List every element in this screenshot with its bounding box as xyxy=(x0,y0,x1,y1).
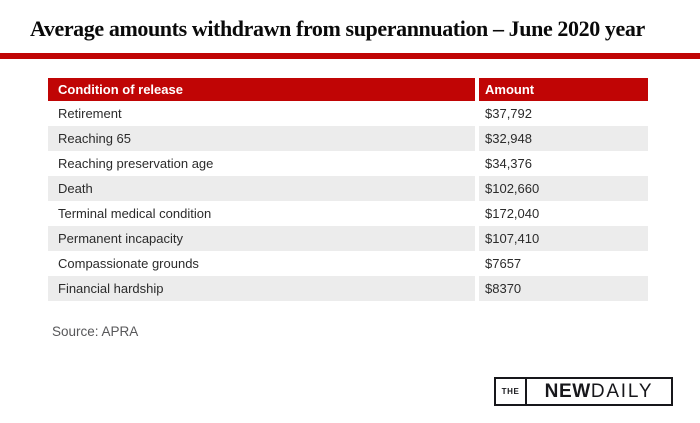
cell-condition: Compassionate grounds xyxy=(58,256,199,271)
table-row: Compassionate grounds $7657 xyxy=(48,251,648,276)
data-table: Condition of release Amount Retirement $3… xyxy=(48,78,648,301)
cell-amount: $172,040 xyxy=(485,206,540,221)
table-row: Death $102,660 xyxy=(48,176,648,201)
cell-condition: Reaching 65 xyxy=(48,126,475,151)
logo-daily: DAILY xyxy=(590,381,654,402)
cell-amount: $34,376 xyxy=(485,156,532,171)
column-header-condition: Condition of release xyxy=(48,78,475,101)
logo-the: THE xyxy=(496,379,527,404)
source-note: Source: APRA xyxy=(52,324,139,339)
cell-condition: Terminal medical condition xyxy=(58,206,212,221)
logo-new: NEW xyxy=(544,381,591,402)
table-header-row: Condition of release Amount xyxy=(48,78,648,101)
table-row: Terminal medical condition $172,040 xyxy=(48,201,648,226)
cell-condition: Permanent incapacity xyxy=(48,226,475,251)
cell-amount: $37,792 xyxy=(485,106,532,121)
cell-condition: Death xyxy=(48,176,475,201)
cell-condition: Reaching preservation age xyxy=(58,156,214,171)
table-row: Reaching 65 $32,948 xyxy=(48,126,648,151)
cell-amount: $8370 xyxy=(479,276,648,301)
page-title: Average amounts withdrawn from superannu… xyxy=(30,16,645,41)
cell-amount: $107,410 xyxy=(479,226,648,251)
table-row: Retirement $37,792 xyxy=(48,101,648,126)
cell-condition: Retirement xyxy=(58,106,122,121)
table-row: Permanent incapacity $107,410 xyxy=(48,226,648,251)
table-row: Reaching preservation age $34,376 xyxy=(48,151,648,176)
column-header-amount: Amount xyxy=(479,78,648,101)
cell-amount: $7657 xyxy=(485,256,522,271)
logo-wordmark: NEW DAILY xyxy=(527,379,671,404)
newdaily-logo: THE NEW DAILY xyxy=(494,377,673,406)
table-body: Retirement $37,792 Reaching 65 $32,948 Reach… xyxy=(48,101,648,301)
cell-amount: $102,660 xyxy=(479,176,648,201)
cell-condition: Financial hardship xyxy=(48,276,475,301)
cell-amount: $32,948 xyxy=(479,126,648,151)
accent-divider xyxy=(0,53,700,59)
table-row: Financial hardship $8370 xyxy=(48,276,648,301)
